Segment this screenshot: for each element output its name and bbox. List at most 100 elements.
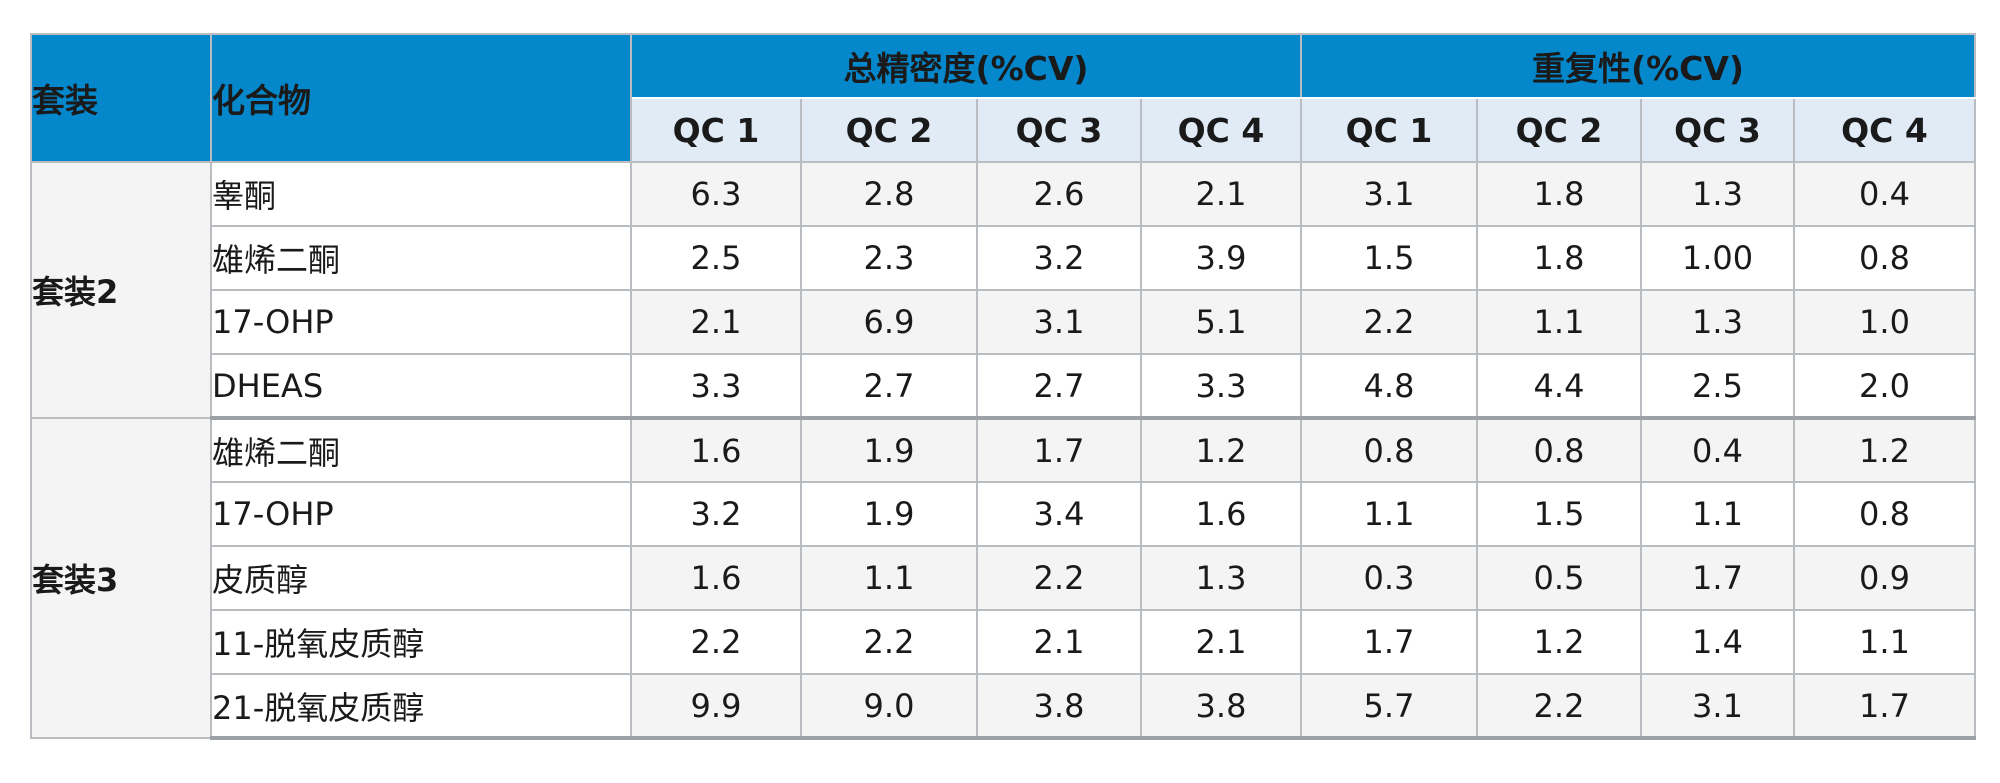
cv-value: 1.9 (800, 417, 978, 483)
cv-value: 3.2 (976, 225, 1142, 291)
cv-value: 3.8 (976, 673, 1142, 740)
compound-name: 雄烯二酮 (210, 225, 632, 291)
cv-value: 1.7 (1300, 609, 1478, 675)
cv-value: 1.4 (1640, 609, 1795, 675)
cv-value: 2.5 (1640, 353, 1795, 420)
cv-value: 0.5 (1476, 545, 1642, 611)
cv-value: 5.7 (1300, 673, 1478, 740)
cv-value: 2.2 (1476, 673, 1642, 740)
cv-value: 1.2 (1476, 609, 1642, 675)
cv-value: 2.8 (800, 161, 978, 227)
table-row: 17-OHP 2.1 6.9 3.1 5.1 2.2 1.1 1.3 1.0 (31, 289, 1976, 355)
qc-header: QC 2 (800, 97, 978, 163)
header-row-groups: 套装 化合物 总精密度(%CV) 重复性(%CV) (30, 33, 1976, 163)
cv-value: 0.3 (1300, 545, 1478, 611)
cv-value: 2.2 (630, 609, 802, 675)
cv-value: 2.1 (630, 289, 802, 355)
qc-header: QC 1 (630, 97, 802, 163)
cv-value: 2.1 (1140, 609, 1302, 675)
qc-header: QC 2 (1476, 97, 1642, 163)
cv-value: 1.9 (800, 481, 978, 547)
qc-header: QC 4 (1140, 97, 1302, 163)
cv-value: 3.1 (1640, 673, 1795, 740)
cv-value: 1.1 (1793, 609, 1976, 675)
compound-name: 17-OHP (210, 289, 632, 355)
qc-header: QC 3 (1640, 97, 1795, 163)
cv-value: 0.8 (1300, 417, 1478, 483)
cv-value: 0.9 (1793, 545, 1976, 611)
cv-value: 3.1 (976, 289, 1142, 355)
table-row: 11-脱氧皮质醇 2.2 2.2 2.1 2.1 1.7 1.2 1.4 1.1 (31, 609, 1976, 675)
cv-value: 1.6 (630, 417, 802, 483)
cv-value: 1.1 (1300, 481, 1478, 547)
cv-value: 2.1 (976, 609, 1142, 675)
cv-value: 4.8 (1300, 353, 1478, 420)
cv-value: 1.7 (1793, 673, 1976, 740)
cv-value: 0.4 (1640, 417, 1795, 483)
cv-value: 0.8 (1793, 481, 1976, 547)
compound-name: 11-脱氧皮质醇 (210, 609, 632, 675)
compound-name: 21-脱氧皮质醇 (210, 673, 632, 740)
compound-name: 皮质醇 (210, 545, 632, 611)
cv-value: 6.3 (630, 161, 802, 227)
cv-value: 9.9 (630, 673, 802, 740)
cv-value: 1.6 (1140, 481, 1302, 547)
cv-value: 3.4 (976, 481, 1142, 547)
compound-name: 17-OHP (210, 481, 632, 547)
table-row: 皮质醇 1.6 1.1 2.2 1.3 0.3 0.5 1.7 0.9 (31, 545, 1976, 611)
repeatability-header: 重复性(%CV) (1300, 33, 1976, 99)
cv-value: 2.2 (976, 545, 1142, 611)
cv-value: 2.5 (630, 225, 802, 291)
cv-value: 3.1 (1300, 161, 1478, 227)
cv-value: 2.7 (800, 353, 978, 420)
cv-value: 1.8 (1476, 225, 1642, 291)
kit-header: 套装 (30, 33, 212, 163)
cv-value: 1.3 (1640, 289, 1795, 355)
cv-value: 1.1 (800, 545, 978, 611)
cv-value: 3.2 (630, 481, 802, 547)
cv-value: 2.6 (976, 161, 1142, 227)
table-row: DHEAS 3.3 2.7 2.7 3.3 4.8 4.4 2.5 2.0 (31, 353, 1976, 420)
cv-value: 2.2 (800, 609, 978, 675)
cv-value: 1.5 (1300, 225, 1478, 291)
cv-value: 3.8 (1140, 673, 1302, 740)
compound-header: 化合物 (210, 33, 632, 163)
cv-value: 6.9 (800, 289, 978, 355)
cv-value: 1.8 (1476, 161, 1642, 227)
table-body: 套装2 睾酮 6.3 2.8 2.6 2.1 3.1 1.8 1.3 0.4 雄烯二酮 2.5 2.3 3… (30, 161, 1976, 740)
cv-value: 0.8 (1476, 417, 1642, 483)
cv-value: 1.3 (1640, 161, 1795, 227)
kit-label: 套装3 (30, 417, 212, 739)
table-row: 套装3 雄烯二酮 1.6 1.9 1.7 1.2 0.8 0.8 0.4 1.2 (30, 417, 1976, 739)
cv-value: 1.2 (1140, 417, 1302, 483)
cv-value: 2.1 (1140, 161, 1302, 227)
cv-value: 1.1 (1640, 481, 1795, 547)
precision-table: 套装 化合物 总精密度(%CV) 重复性(%CV) QC 1 QC 2 QC 3… (30, 33, 1976, 740)
total-precision-header: 总精密度(%CV) (630, 33, 1302, 99)
qc-header: QC 4 (1793, 97, 1976, 163)
cv-value: 1.00 (1640, 225, 1795, 291)
table-row: 17-OHP 3.2 1.9 3.4 1.6 1.1 1.5 1.1 0.8 (31, 481, 1976, 547)
compound-name: 雄烯二酮 (210, 417, 632, 483)
cv-value: 1.7 (976, 417, 1142, 483)
cv-value: 1.0 (1793, 289, 1976, 355)
cv-value: 4.4 (1476, 353, 1642, 420)
cv-value: 1.3 (1140, 545, 1302, 611)
cv-value: 3.9 (1140, 225, 1302, 291)
cv-value: 9.0 (800, 673, 978, 740)
cv-value: 0.8 (1793, 225, 1976, 291)
table-row: 21-脱氧皮质醇 9.9 9.0 3.8 3.8 5.7 2.2 3.1 1.7 (31, 673, 1976, 740)
cv-value: 3.3 (630, 353, 802, 420)
compound-name: DHEAS (210, 353, 632, 420)
qc-header: QC 3 (976, 97, 1142, 163)
header-row-qc: QC 1 QC 2 QC 3 QC 4 QC 1 QC 2 QC 3 QC 4 (31, 97, 1976, 163)
cv-value: 1.1 (1476, 289, 1642, 355)
cv-value: 2.2 (1300, 289, 1478, 355)
kit-label: 套装2 (30, 161, 212, 419)
table-row: 雄烯二酮 2.5 2.3 3.2 3.9 1.5 1.8 1.00 0.8 (31, 225, 1976, 291)
cv-value: 0.4 (1793, 161, 1976, 227)
qc-header: QC 1 (1300, 97, 1478, 163)
cv-value: 2.3 (800, 225, 978, 291)
cv-value: 1.5 (1476, 481, 1642, 547)
compound-name: 睾酮 (210, 161, 632, 227)
